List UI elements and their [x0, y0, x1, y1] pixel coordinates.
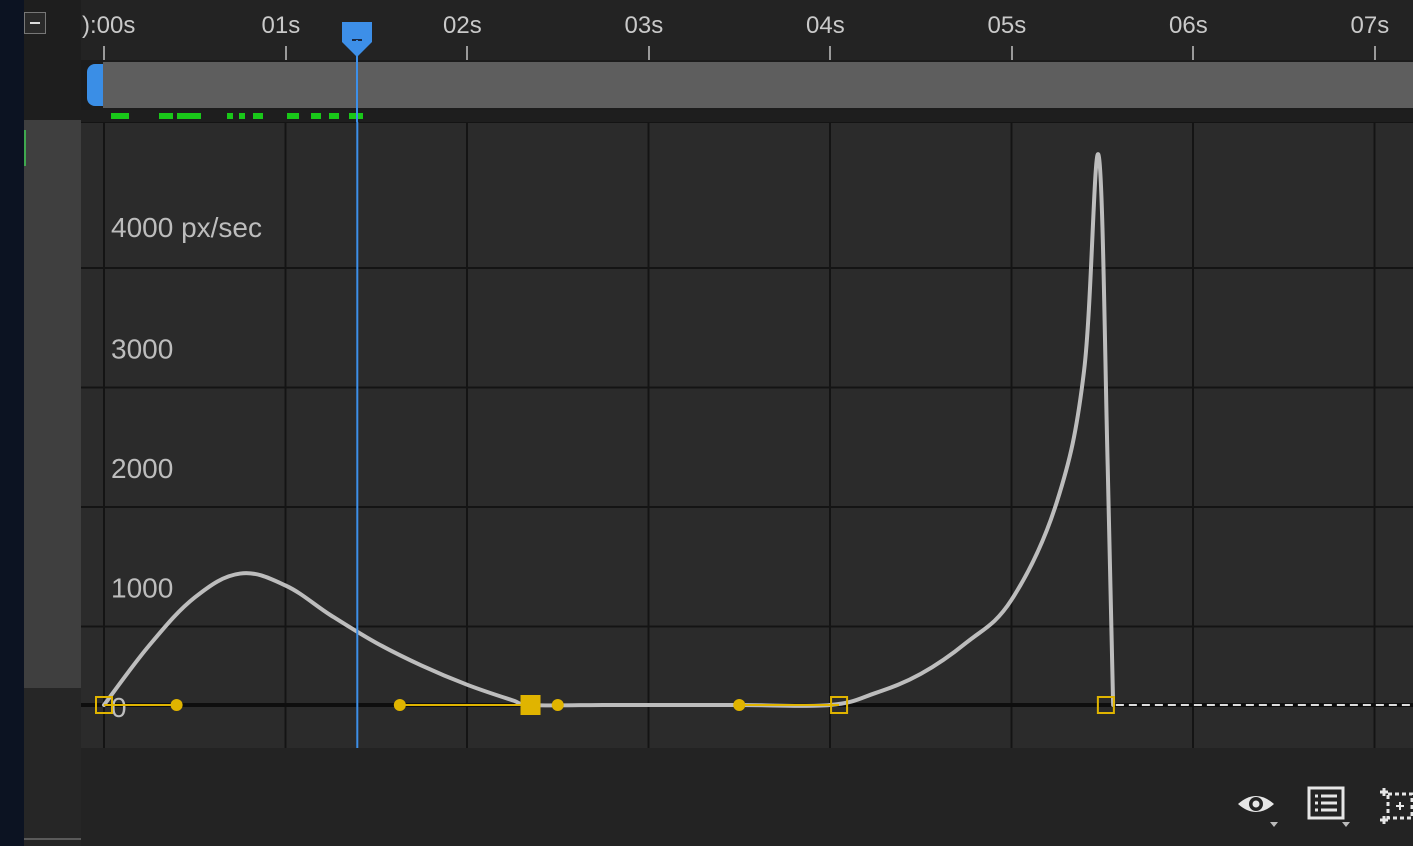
- cache-segment: [253, 113, 263, 119]
- navigator-start-handle[interactable]: [87, 64, 103, 106]
- ruler-tick-label: 03s: [624, 12, 664, 39]
- cache-segment: [287, 113, 299, 119]
- time-navigator[interactable]: [81, 60, 1413, 110]
- graph-editor-toolbar: [81, 748, 1413, 846]
- y-axis-tick-label: 2000: [111, 453, 173, 484]
- snap-icon[interactable]: [1376, 784, 1413, 828]
- cache-segment: [159, 113, 173, 119]
- ruler-tick-mark: [829, 46, 831, 60]
- ruler-tick-mark: [103, 46, 105, 60]
- keyframe[interactable]: [830, 696, 849, 714]
- list-icon[interactable]: [1306, 784, 1350, 828]
- ruler-tick-label: 07s: [1350, 12, 1390, 39]
- layer-color-label: [24, 130, 26, 166]
- navigator-bar[interactable]: [103, 62, 1413, 108]
- cache-segment: [177, 113, 201, 119]
- y-axis-tick-label: 1000: [111, 573, 173, 604]
- cache-segment: [111, 113, 129, 119]
- ruler-tick-mark: [1192, 46, 1194, 60]
- cache-segment: [311, 113, 321, 119]
- ruler-tick-mark: [284, 46, 287, 60]
- y-axis-tick-label: 0: [111, 692, 127, 723]
- y-axis-unit-label: 4000 px/sec: [111, 212, 262, 243]
- ruler-tick-label: 05s: [987, 12, 1027, 39]
- ruler-tick-mark: [1373, 46, 1376, 60]
- ruler-tick-mark: [647, 46, 650, 60]
- cache-segment: [227, 113, 233, 119]
- ruler-tick-label: 02s: [443, 12, 482, 39]
- bezier-handle[interactable]: [551, 699, 564, 711]
- playhead-line-upper: [356, 40, 359, 122]
- ruler-tick-mark: [1010, 46, 1013, 60]
- cache-segment: [329, 113, 339, 119]
- speed-graph[interactable]: 4000 px/sec 3000 2000 1000 0: [81, 122, 1413, 748]
- ruler-tick-mark: [466, 46, 468, 60]
- ruler-tick-label: ):00s: [82, 12, 136, 39]
- keyframe[interactable]: [95, 696, 113, 714]
- keyframe[interactable]: [1096, 696, 1115, 714]
- ruler-tick-label: 04s: [806, 12, 845, 39]
- bezier-handle[interactable]: [170, 699, 183, 711]
- desktop-edge: [0, 0, 24, 846]
- time-ruler[interactable]: ):00s 01s 02s 03s 04s 05s 06s 07s: [81, 0, 1413, 60]
- cache-segment: [349, 113, 363, 119]
- cache-indicator: [81, 110, 1413, 122]
- cache-segment: [239, 113, 245, 119]
- y-axis-tick-label: 3000: [111, 334, 173, 365]
- bezier-handle[interactable]: [733, 699, 746, 711]
- bezier-handle[interactable]: [393, 699, 406, 711]
- keyframe[interactable]: [520, 695, 541, 715]
- layer-panel-edge: [24, 0, 400, 846]
- eye-icon[interactable]: [1234, 784, 1278, 828]
- graph-editor[interactable]: 4000 px/sec 3000 2000 1000 0: [81, 122, 1413, 748]
- ruler-tick-label: 01s: [261, 12, 301, 39]
- ruler-tick-label: 06s: [1169, 12, 1208, 39]
- panel-menu-button[interactable]: [24, 12, 46, 34]
